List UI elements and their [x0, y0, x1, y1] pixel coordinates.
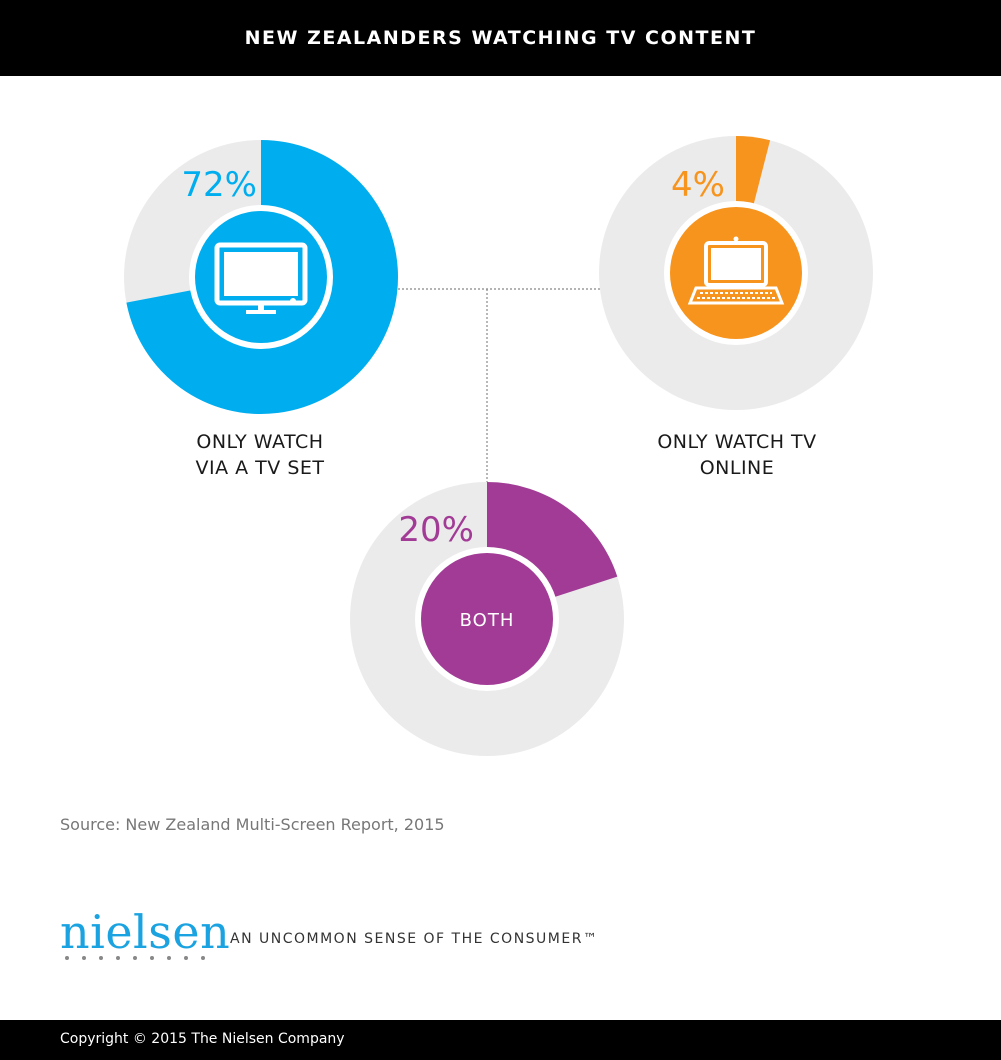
donut-center-both — [421, 553, 553, 685]
slice-label-tv-set: ONLY WATCH VIA A TV SET — [130, 429, 390, 481]
logo-dots — [65, 956, 205, 960]
source-note: Source: New Zealand Multi-Screen Report,… — [60, 815, 445, 834]
laptop-icon — [687, 236, 785, 305]
footer-bar: Copyright © 2015 The Nielsen Company — [0, 1020, 1001, 1060]
slice-label-line: ONLY WATCH TV — [657, 431, 817, 453]
value-label-both: 20% — [398, 510, 474, 550]
slice-label-online: ONLY WATCH TV ONLINE — [607, 429, 867, 481]
center-label-both: BOTH — [460, 610, 515, 631]
header-bar: NEW ZEALANDERS WATCHING TV CONTENT — [0, 0, 1001, 76]
tv-icon — [214, 242, 308, 314]
value-label-online: 4% — [671, 165, 725, 205]
donut-charts: 72% 4% 20% BOTH — [124, 136, 873, 756]
slice-label-line: ONLY WATCH — [196, 431, 324, 453]
brand-tagline: AN UNCOMMON SENSE OF THE CONSUMER™ — [230, 931, 599, 947]
nielsen-logo: nielsen — [60, 905, 231, 959]
slice-label-line: ONLINE — [699, 457, 775, 479]
page-title: NEW ZEALANDERS WATCHING TV CONTENT — [244, 27, 757, 49]
value-label-tv-set: 72% — [181, 165, 257, 205]
copyright-text: Copyright © 2015 The Nielsen Company — [60, 1031, 345, 1047]
slice-label-line: VIA A TV SET — [195, 457, 325, 479]
